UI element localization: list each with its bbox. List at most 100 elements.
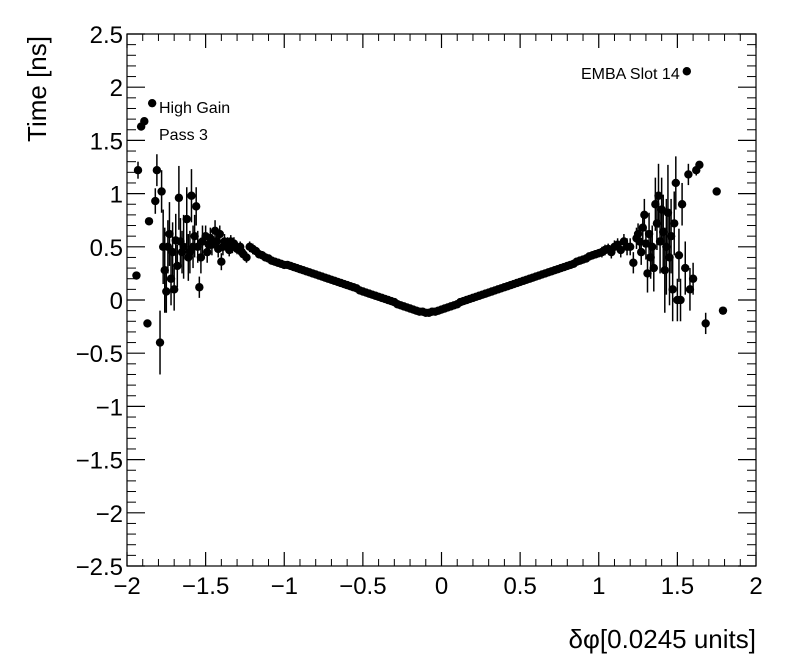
axis-ticks: [126, 33, 757, 567]
data-point: [666, 231, 676, 241]
data-point: [646, 253, 655, 262]
data-point: [654, 191, 663, 200]
data-point: [643, 269, 652, 278]
data-point: [157, 187, 166, 196]
data-point: [682, 67, 692, 76]
data-point: [629, 258, 638, 267]
data-point: [641, 239, 651, 248]
data-point: [206, 234, 215, 243]
data-point: [168, 247, 177, 257]
data-point: [179, 242, 188, 251]
data-point: [626, 242, 635, 251]
data-point: [688, 274, 698, 283]
y-axis-label: Time [ns]: [22, 36, 52, 142]
data-point: [638, 223, 647, 232]
data-point: [671, 178, 681, 188]
data-point: [165, 229, 174, 239]
y-tick-label: −1: [96, 394, 123, 421]
data-point: [242, 253, 251, 262]
y-tick-label: 1.5: [90, 128, 123, 155]
data-point: [684, 170, 693, 179]
data-point: [132, 271, 141, 280]
pass-annotation: Pass 3: [159, 127, 208, 144]
data-points: [132, 67, 728, 347]
data-point: [695, 160, 704, 170]
slot-annotation: EMBA Slot 14: [581, 66, 680, 83]
y-tick-label: −2.5: [76, 554, 123, 581]
gain-annotation: High Gain: [159, 100, 230, 117]
data-point: [173, 261, 182, 271]
data-point: [190, 231, 199, 241]
data-point: [652, 219, 662, 228]
y-tick-label: 1: [110, 182, 123, 209]
data-point: [182, 214, 191, 224]
data-point: [143, 319, 152, 328]
data-point: [195, 283, 204, 292]
y-tick-label: 0.5: [90, 235, 123, 262]
data-point: [133, 165, 143, 175]
data-point: [215, 229, 224, 239]
data-point: [169, 285, 179, 294]
x-axis-label: δφ[0.0245 units]: [569, 624, 756, 654]
data-point: [701, 319, 710, 328]
data-point: [677, 200, 687, 209]
data-point: [212, 237, 221, 246]
data-point: [660, 266, 669, 275]
data-point: [712, 187, 721, 196]
x-tick-label: −1: [271, 573, 298, 600]
data-point: [140, 117, 149, 126]
axis-tick-labels: −2 −1.5 −1 −0.5 0 0.5 1 1.5 2−2.5−2−1.5−1−0.500.…: [76, 22, 763, 600]
data-point: [662, 242, 671, 251]
x-tick-label: −0.5: [339, 573, 386, 600]
data-point: [640, 210, 649, 220]
x-tick-label: 0.5: [503, 573, 536, 600]
data-point: [160, 266, 169, 275]
data-point: [670, 219, 679, 228]
data-point: [162, 287, 171, 296]
y-tick-label: −2: [96, 501, 123, 528]
y-tick-label: 2.5: [90, 22, 123, 49]
data-point: [649, 263, 658, 273]
data-point: [187, 191, 196, 200]
data-point: [676, 295, 685, 305]
y-tick-label: −0.5: [76, 341, 123, 368]
data-point: [674, 251, 684, 260]
data-point: [637, 247, 646, 257]
data-point: [685, 285, 695, 294]
data-point: [217, 257, 226, 266]
data-point: [718, 306, 728, 315]
data-point: [657, 205, 666, 214]
data-point: [665, 253, 674, 262]
data-point: [202, 247, 212, 257]
x-tick-label: 2: [749, 573, 762, 600]
data-point: [191, 202, 201, 211]
x-tick-label: 1.5: [661, 573, 694, 600]
x-tick-label: 0: [435, 573, 448, 600]
x-tick-label: −2: [113, 573, 140, 600]
data-point: [663, 208, 673, 217]
data-point: [166, 274, 176, 283]
data-point: [681, 263, 690, 273]
data-point: [152, 165, 162, 175]
data-point: [174, 193, 184, 203]
data-point: [196, 253, 206, 262]
data-point: [616, 245, 625, 255]
data-point: [155, 338, 165, 347]
data-point: [147, 98, 157, 108]
x-tick-label: −1.5: [182, 573, 229, 600]
data-point: [151, 196, 160, 206]
x-tick-label: 1: [592, 573, 605, 600]
data-point: [648, 242, 657, 251]
y-tick-label: 0: [110, 288, 123, 315]
y-tick-label: 2: [110, 75, 123, 102]
data-point: [644, 229, 654, 239]
data-point: [668, 285, 677, 294]
y-tick-label: −1.5: [76, 448, 123, 475]
data-point: [144, 217, 154, 226]
data-point: [633, 229, 643, 239]
data-point: [651, 200, 660, 209]
data-point: [655, 237, 665, 246]
data-point: [659, 227, 668, 237]
